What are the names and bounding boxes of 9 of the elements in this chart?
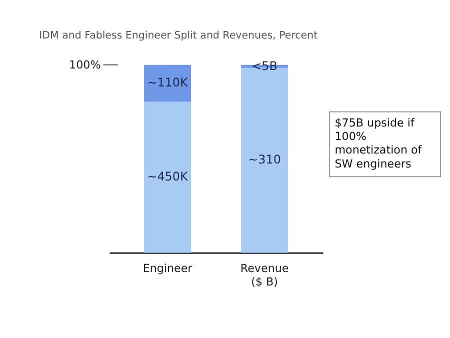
data-label: <5B <box>252 58 278 73</box>
chart-title: IDM and Fabless Engineer Split and Revenues, Percent <box>39 29 318 42</box>
data-label: ~110K <box>147 76 189 90</box>
text: 100% <box>69 58 101 72</box>
x-tick-label: Revenue ($ B) <box>240 262 289 289</box>
data-label: ~310 <box>248 152 281 167</box>
data-label: ~450K <box>147 170 189 184</box>
x-tick-label: Engineer <box>142 262 193 275</box>
text: $75B upside if 100% monetization of SW engineers <box>334 116 423 170</box>
